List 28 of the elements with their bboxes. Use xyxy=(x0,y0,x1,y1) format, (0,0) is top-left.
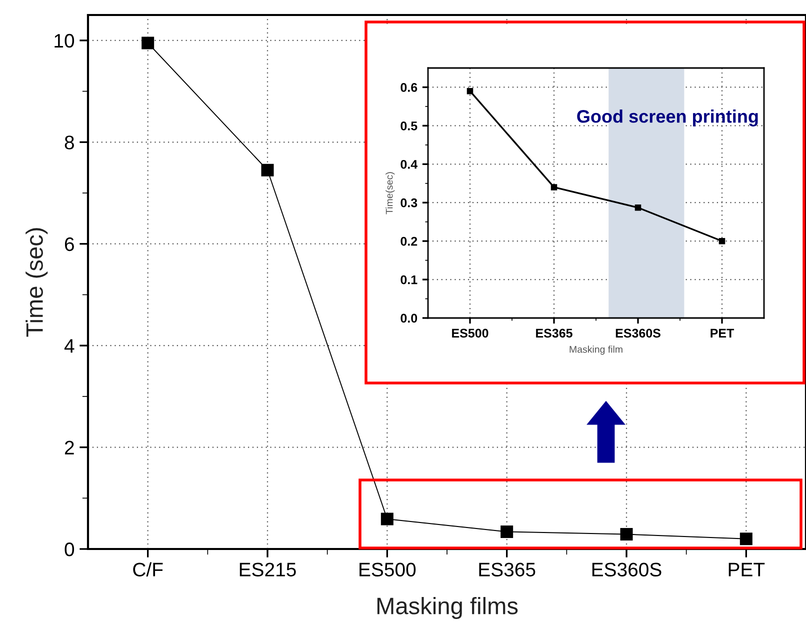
x-tick-label: PET xyxy=(710,328,734,338)
y-tick-label: 8 xyxy=(64,136,74,150)
x-tick-label: ES365 xyxy=(479,562,536,576)
x-tick-label: ES360S xyxy=(616,328,660,338)
annotation: Good screen printing xyxy=(577,110,758,126)
x-tick-label: ES360S xyxy=(592,562,662,576)
x-tick-label: ES215 xyxy=(240,562,296,576)
y-tick-label: 0 xyxy=(64,542,74,556)
y-axis-title: Time(sec) xyxy=(386,172,395,214)
x-tick-label: ES500 xyxy=(452,328,488,338)
x-tick-label: ES365 xyxy=(536,328,572,338)
x-tick-label: ES500 xyxy=(360,562,416,576)
y-tick-label: 0.2 xyxy=(400,236,418,246)
x-axis-title: Masking films xyxy=(377,596,518,619)
x-tick-label: PET xyxy=(728,562,765,576)
y-tick-label: 0.1 xyxy=(400,275,418,284)
y-tick-label: 6 xyxy=(64,237,74,252)
y-tick-label: 0.6 xyxy=(400,83,418,92)
x-axis-title: Masking film xyxy=(570,346,622,355)
y-tick-label: 0.3 xyxy=(400,198,418,208)
y-tick-label: 10 xyxy=(54,34,74,48)
y-tick-label: 0.5 xyxy=(400,121,418,130)
y-tick-label: 0.0 xyxy=(400,314,418,323)
y-axis-title: Time (sec) xyxy=(26,228,48,337)
y-tick-label: 4 xyxy=(64,339,74,353)
x-tick-label: C/F xyxy=(133,562,163,576)
y-tick-label: 0.4 xyxy=(400,160,418,169)
y-tick-label: 2 xyxy=(64,440,74,454)
